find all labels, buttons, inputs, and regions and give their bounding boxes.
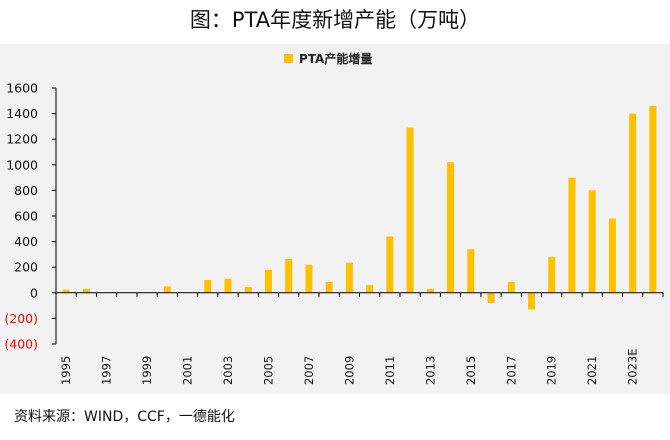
bar-2017 [507,281,515,293]
bar-2023E [629,113,637,293]
y-tick-label: 1000 [6,157,38,172]
y-tick-label: 1200 [6,132,38,147]
source-note: 资料来源：WIND，CCF，一德能化 [14,409,235,425]
bar-2014 [447,162,455,293]
bar-2008 [325,281,333,293]
bar-2004 [244,287,252,293]
y-tick-label: 600 [14,209,38,224]
y-tick-label: 200 [14,260,38,275]
legend-label: PTA产能增量 [299,51,372,66]
bar-2003 [224,278,232,293]
bar-chart: PTA产能增量 (400) (200) 0 200 400 600 800 1000 1200 14… [4,51,664,385]
bar-2024E [649,105,657,293]
bar-1996 [82,288,90,293]
bar-2018 [527,292,535,310]
y-tick-label: (200) [4,311,38,326]
x-tick-label: 1999 [140,356,154,385]
chart-title: 图：PTA年度新增产能（万吨） [189,8,481,32]
x-tick-label: 2001 [181,356,195,385]
legend-swatch [284,54,293,63]
bar-2007 [305,264,313,293]
x-tick-label: 1995 [59,356,73,385]
x-tick-label: 2023E [626,348,640,385]
x-tick-label: 2019 [545,356,559,385]
bar-2011 [386,236,394,293]
x-tick-label: 2007 [302,356,316,385]
x-tick-label: 2005 [261,356,275,385]
bar-2022 [608,218,616,293]
bar-2006 [285,258,293,293]
chart-panel: PTA产能增量 (400) (200) 0 200 400 600 800 1000 1200 14… [0,44,670,394]
bar-2010 [366,285,374,293]
y-tick-label: 1600 [6,81,38,96]
bar-2000 [163,286,171,293]
x-tick-label: 2015 [464,356,478,385]
bar-2019 [548,256,556,293]
bar-2005 [264,269,272,293]
y-tick-label: 400 [14,234,38,249]
x-tick-label: 2009 [342,356,356,385]
x-tick-label: 2011 [383,356,397,385]
bar-2009 [345,262,353,293]
x-tick-label: 2013 [423,356,437,385]
bar-2016 [487,292,495,304]
y-tick-label: 0 [30,285,38,300]
x-tick-label: 1997 [100,356,114,385]
x-tick-label: 2017 [504,356,518,385]
bar-2021 [588,190,596,293]
x-tick-label: 2003 [221,356,235,385]
bar-2015 [467,249,475,293]
y-tick-label: 800 [14,183,38,198]
y-tick-label: (400) [4,337,38,352]
x-tick-label: 2021 [585,356,599,385]
bar-1995 [62,289,70,293]
bar-2020 [568,177,576,293]
bar-2013 [426,288,434,293]
bar-2012 [406,127,414,293]
bar-2002 [204,280,212,293]
y-tick-label: 1400 [6,106,38,121]
